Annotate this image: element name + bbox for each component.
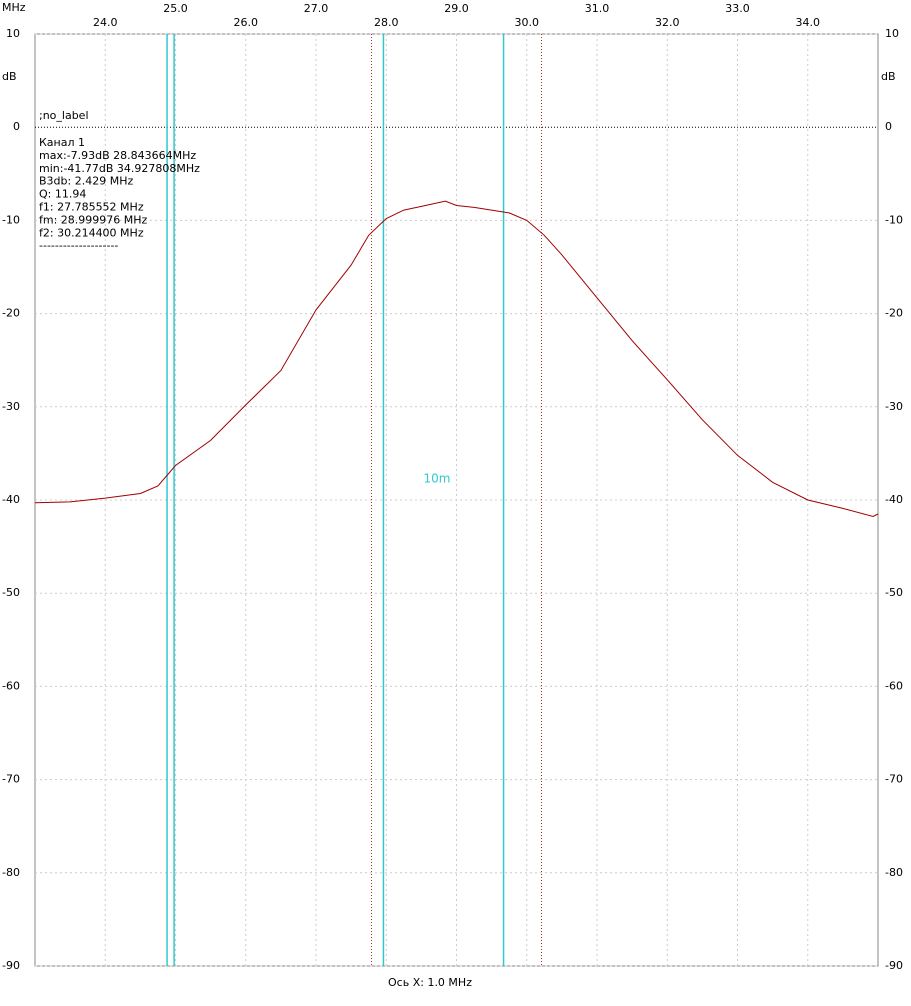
y-tick-label-right: -50 [885, 586, 903, 599]
x-unit: MHz [2, 1, 26, 14]
y-tick-label-right: -10 [885, 213, 903, 226]
info-line: f2: 30.214400 MHz [39, 226, 144, 239]
x-tick-label: 31.0 [585, 2, 610, 15]
y-tick-label-right: -60 [885, 679, 903, 692]
y-tick-label-left: 10 [6, 27, 20, 40]
x-tick-label: 30.0 [515, 16, 540, 29]
info-line: f1: 27.785552 MHz [39, 201, 144, 214]
y-tick-label-right: -80 [885, 866, 903, 879]
x-tick-label: 25.0 [163, 2, 188, 15]
y-tick-label-right: -90 [885, 959, 903, 972]
info-line: Канал 1 [39, 136, 85, 149]
x-axis-label: Ось X: 1.0 MHz [388, 976, 472, 989]
info-line: max:-7.93dB 28.843664MHz [39, 149, 196, 162]
x-tick-label: 27.0 [304, 2, 329, 15]
x-tick-label: 28.0 [374, 16, 399, 29]
y-tick-label-left: -20 [2, 307, 20, 320]
y-tick-label-right: 10 [885, 27, 899, 40]
y-tick-label-right: 0 [885, 120, 892, 133]
y-unit-left: dB [2, 70, 17, 83]
y-tick-label-left: -30 [2, 400, 20, 413]
info-line: fm: 28.999976 MHz [39, 213, 148, 226]
y-tick-label-left: -50 [2, 586, 20, 599]
y-tick-label-left: -40 [2, 493, 20, 506]
x-tick-label: 34.0 [796, 16, 821, 29]
y-tick-label-right: -40 [885, 493, 903, 506]
y-tick-label-left: -70 [2, 773, 20, 786]
info-line: B3db: 2.429 MHz [39, 175, 133, 188]
info-line: ;no_label [39, 109, 89, 122]
y-tick-label-left: -80 [2, 866, 20, 879]
info-line: -------------------- [39, 239, 118, 252]
y-unit-right: dB [881, 70, 896, 83]
y-tick-label-left: -90 [2, 959, 20, 972]
x-tick-label: 26.0 [234, 16, 259, 29]
y-tick-label-left: 0 [13, 120, 20, 133]
x-tick-label: 29.0 [444, 2, 469, 15]
band-label: 10m [424, 472, 451, 486]
y-tick-label-right: -30 [885, 400, 903, 413]
y-tick-label-left: -10 [2, 213, 20, 226]
info-line: min:-41.77dB 34.927808MHz [39, 162, 200, 175]
info-line: Q: 11.94 [39, 188, 86, 201]
x-tick-label: 32.0 [655, 16, 680, 29]
x-tick-label: 24.0 [93, 16, 118, 29]
trace [34, 200, 879, 518]
y-tick-label-right: -70 [885, 773, 903, 786]
y-tick-label-left: -60 [2, 679, 20, 692]
y-tick-label-right: -20 [885, 307, 903, 320]
x-tick-label: 33.0 [725, 2, 750, 15]
